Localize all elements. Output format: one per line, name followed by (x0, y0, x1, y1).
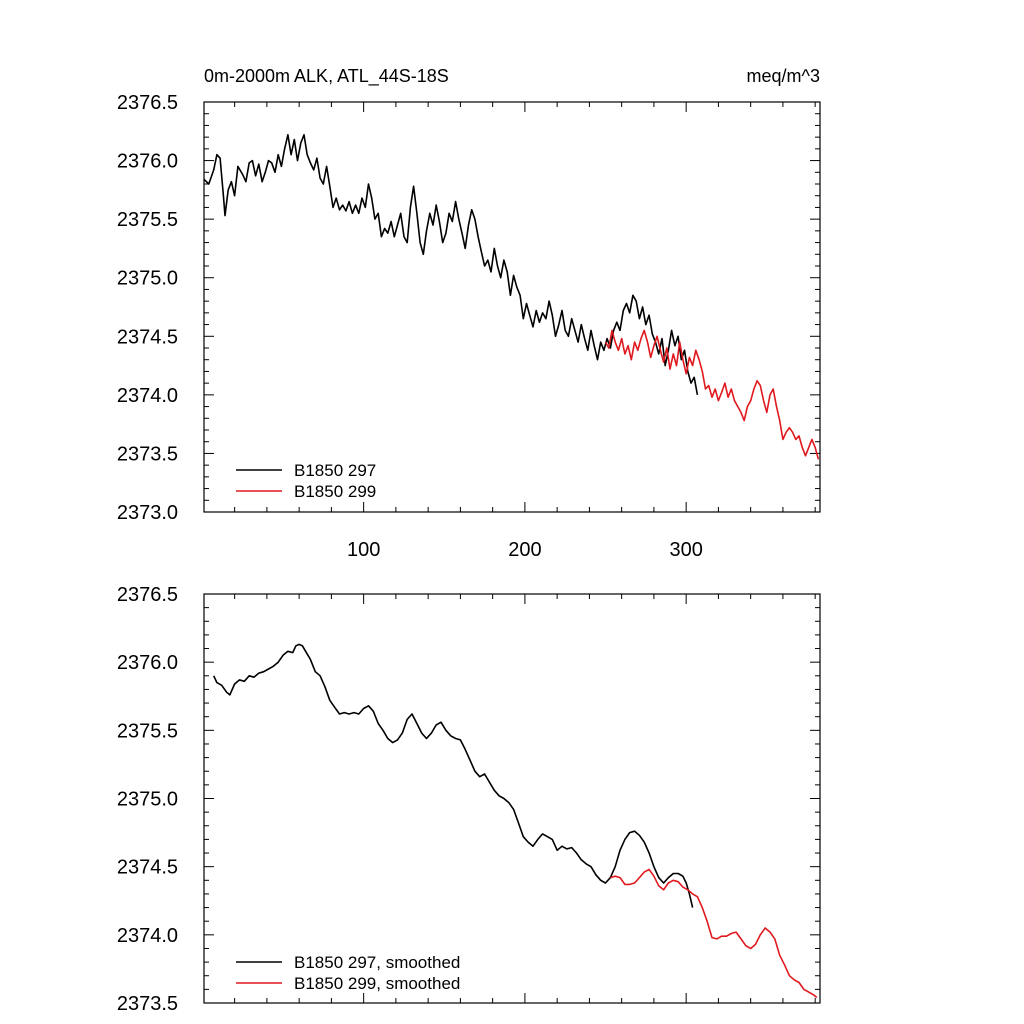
y-tick-label: 2376.5 (117, 584, 178, 606)
series-line-b1850-299-smoothed (610, 868, 818, 999)
legend-label-b1850-297-smoothed: B1850 297, smoothed (294, 953, 460, 972)
y-tick-label: 2375.5 (117, 720, 178, 742)
y-tick-label: 2375.0 (117, 268, 178, 290)
legend-label-b1850-299-smoothed: B1850 299, smoothed (294, 974, 460, 993)
tick-group-top: 2373.0 2373.5 2374.0 2374.5 2375.0 2375.5 2376… (117, 92, 820, 561)
legend-label-b1850-299: B1850 299 (294, 482, 376, 501)
series-line-b1850-297 (203, 134, 699, 396)
tick-group-bottom: 2373.5 2374.0 2374.5 2375.0 2375.5 2376.0 2376… (117, 584, 820, 1015)
x-tick-label: 300 (669, 539, 702, 561)
y-tick-label: 2376.0 (117, 652, 178, 674)
x-tick-label: 100 (347, 539, 380, 561)
y-tick-label: 2373.0 (117, 502, 178, 524)
y-tick-label: 2373.5 (117, 443, 178, 465)
plot-frame-bottom (203, 593, 821, 1004)
series-line-b1850-299 (604, 329, 820, 460)
plot-frame-top (203, 101, 821, 513)
series-group-top (203, 134, 820, 460)
y-tick-label: 2375.5 (117, 209, 178, 231)
y-tick-label: 2374.0 (117, 925, 178, 947)
panel-bottom: 2373.5 2374.0 2374.5 2375.0 2375.5 2376.0 2376… (117, 584, 821, 1015)
legend-bottom: B1850 297, smoothed B1850 299, smoothed (236, 953, 460, 993)
legend-label-b1850-297: B1850 297 (294, 461, 376, 480)
panel-top: 0m-2000m ALK, ATL_44S-18S meq/m^3 2373.0… (117, 66, 821, 561)
y-tick-label: 2376.5 (117, 92, 178, 114)
y-tick-label: 2374.5 (117, 857, 178, 879)
x-tick-label: 200 (508, 539, 541, 561)
y-tick-label: 2374.5 (117, 326, 178, 348)
y-tick-label: 2374.0 (117, 385, 178, 407)
series-line-b1850-297-smoothed (212, 643, 694, 908)
series-group-bottom (212, 643, 818, 999)
y-tick-label: 2373.5 (117, 993, 178, 1015)
legend-top: B1850 297 B1850 299 (236, 461, 376, 501)
chart-title: 0m-2000m ALK, ATL_44S-18S (204, 66, 449, 87)
units-label: meq/m^3 (747, 66, 820, 86)
y-tick-label: 2376.0 (117, 151, 178, 173)
y-tick-label: 2375.0 (117, 789, 178, 811)
